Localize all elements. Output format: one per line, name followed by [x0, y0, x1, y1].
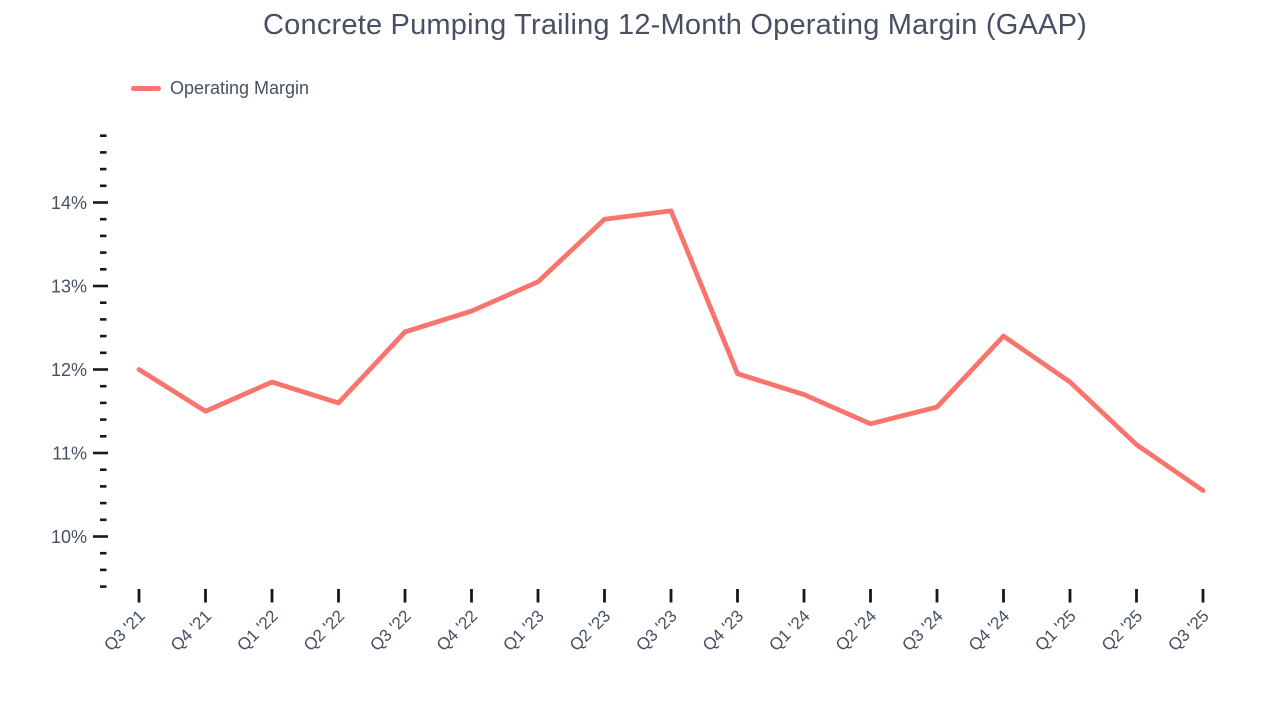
x-axis-label: Q1 '23	[499, 606, 547, 654]
x-axis-label: Q4 '23	[699, 606, 747, 654]
chart-title: Concrete Pumping Trailing 12-Month Opera…	[263, 9, 1087, 41]
x-axis-label: Q3 '25	[1164, 606, 1212, 654]
x-axis-label: Q2 '23	[566, 606, 614, 654]
y-axis-label: 10%	[51, 527, 87, 547]
x-axis-label: Q2 '25	[1098, 606, 1146, 654]
series-line-operating-margin	[136, 208, 1206, 493]
y-axis-label: 12%	[51, 360, 87, 380]
x-axis-label: Q3 '23	[632, 606, 680, 654]
x-axis-label: Q4 '24	[965, 606, 1013, 654]
x-axis-label: Q4 '21	[167, 606, 215, 654]
x-axis-label: Q3 '21	[100, 606, 148, 654]
x-axis-label: Q2 '22	[300, 606, 348, 654]
x-axis-label: Q1 '24	[765, 606, 813, 654]
x-axis-label: Q4 '22	[433, 606, 481, 654]
legend-label: Operating Margin	[170, 78, 310, 98]
legend-line-swatch	[131, 86, 161, 91]
x-axis-label: Q1 '22	[233, 606, 281, 654]
y-axis-label: 14%	[51, 193, 87, 213]
legend: Operating Margin	[131, 78, 309, 99]
legend-item-operating-margin: Operating Margin	[131, 78, 309, 99]
x-axis-label: Q3 '22	[366, 606, 414, 654]
y-axis-label: 13%	[51, 277, 87, 297]
x-axis-label: Q1 '25	[1031, 606, 1079, 654]
y-axis-label: 11%	[52, 444, 87, 464]
x-axis-label: Q2 '24	[832, 606, 880, 654]
x-axis-label: Q3 '24	[898, 606, 946, 654]
